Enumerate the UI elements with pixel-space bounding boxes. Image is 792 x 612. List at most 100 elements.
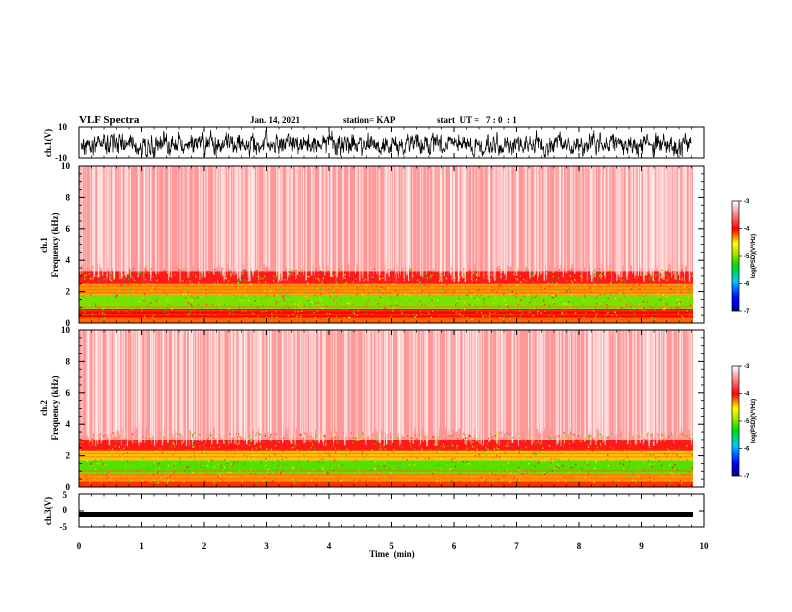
colorbar-segment xyxy=(732,251,739,253)
spectrogram-speckle xyxy=(150,302,152,304)
spectrogram-speckle xyxy=(95,477,98,479)
colorbar-segment xyxy=(732,267,739,269)
spectrogram-streak xyxy=(254,330,256,445)
spectrogram-speckle xyxy=(204,457,206,460)
spectrogram-speckle xyxy=(552,301,554,304)
spectrogram-streak xyxy=(117,166,118,271)
spectrogram-speckle xyxy=(533,470,535,473)
spectrogram-speckle xyxy=(499,316,501,319)
spectrogram-speckle xyxy=(593,481,595,484)
spectrogram-speckle xyxy=(630,305,632,307)
spectrogram-speckle xyxy=(144,271,146,273)
spectrogram-speckle xyxy=(394,289,397,292)
spectrogram-speckle xyxy=(649,275,652,277)
spectrogram-band xyxy=(79,481,693,487)
spectrogram-speckle xyxy=(599,294,601,296)
spectrogram-speckle xyxy=(655,276,657,278)
spectrogram-speckle xyxy=(460,438,462,441)
spectrogram-speckle xyxy=(446,289,449,292)
spectrogram-speckle xyxy=(468,435,471,438)
spectrogram-speckle xyxy=(463,432,465,435)
spectrogram-streak xyxy=(477,166,478,277)
spectrogram-speckle xyxy=(254,469,256,472)
spectrogram-speckle xyxy=(639,283,641,286)
spectrogram-speckle xyxy=(276,460,278,462)
ytick-label: 2 xyxy=(66,451,71,461)
spectrogram-speckle xyxy=(669,464,671,467)
spectrogram-speckle xyxy=(307,454,309,457)
spectrogram-speckle xyxy=(255,434,257,437)
spectrogram-speckle xyxy=(445,277,447,280)
spectrogram-streak xyxy=(425,330,427,442)
spectrogram-speckle xyxy=(307,299,309,302)
colorbar-segment xyxy=(732,249,739,251)
spectrogram-speckle xyxy=(402,457,404,459)
spectrogram-streak xyxy=(502,166,504,270)
spectrogram-speckle xyxy=(288,457,290,460)
spectrogram-streak xyxy=(598,330,600,431)
spectrogram-speckle xyxy=(294,311,296,313)
spectrogram-streak xyxy=(634,166,636,275)
colorbar-segment xyxy=(732,371,739,373)
spectrogram-speckle xyxy=(345,480,348,483)
spectrogram-speckle xyxy=(150,268,153,271)
spectrogram-speckle xyxy=(508,444,510,447)
ytick-label: 8 xyxy=(66,192,71,202)
spectrogram-streak xyxy=(110,330,112,433)
spectrogram-speckle xyxy=(135,440,137,443)
spectrogram-speckle xyxy=(619,316,621,318)
spectrogram-speckle xyxy=(499,284,501,286)
spectrogram-speckle xyxy=(409,299,411,301)
spectrogram-speckle xyxy=(252,312,254,315)
spectrogram-speckle xyxy=(421,290,423,293)
spectrogram-speckle xyxy=(644,467,646,470)
spectrogram-speckle xyxy=(523,479,526,481)
spectrogram-speckle xyxy=(377,474,379,477)
spectrogram-speckle xyxy=(369,461,371,463)
spectrogram-speckle xyxy=(551,460,553,463)
spectrogram-speckle xyxy=(541,478,544,481)
colorbar-segment xyxy=(732,437,739,439)
spectrogram-streak xyxy=(164,166,165,272)
spectrogram-streak xyxy=(370,166,372,272)
spectrogram-speckle xyxy=(333,308,335,311)
spectrogram-speckle xyxy=(315,440,317,443)
spectrogram-speckle xyxy=(317,273,319,276)
spectrogram-speckle xyxy=(291,446,293,449)
spectrogram-speckle xyxy=(331,437,333,440)
spectrogram-speckle xyxy=(374,468,376,470)
spectrogram-speckle xyxy=(234,444,236,447)
colorbar-segment xyxy=(732,449,739,451)
spectrogram-speckle xyxy=(666,287,668,289)
ytick-label: 4 xyxy=(66,419,71,429)
spectrogram-speckle xyxy=(277,282,279,285)
spectrogram-speckle xyxy=(419,310,422,313)
spectrogram-speckle xyxy=(646,317,648,320)
spectrogram-speckle xyxy=(293,308,296,311)
spectrogram-streak xyxy=(100,330,102,444)
spectrogram-speckle xyxy=(85,297,87,300)
spectrogram-speckle xyxy=(517,433,519,435)
spectrogram-streak xyxy=(389,166,390,278)
colorbar-segment xyxy=(732,208,739,210)
spectrogram-streak xyxy=(151,330,154,437)
spectrogram-speckle xyxy=(125,310,127,313)
spectrogram-streak xyxy=(403,166,405,281)
spectrogram-speckle xyxy=(605,293,607,296)
colorbar-tick-label: -5 xyxy=(744,419,750,425)
spectrogram-streak xyxy=(179,166,181,283)
spectrogram-speckle xyxy=(178,292,180,295)
ytick-label: 6 xyxy=(66,224,71,234)
spectrogram-speckle xyxy=(456,451,458,454)
spectrogram-speckle xyxy=(450,459,452,462)
spectrogram-streak xyxy=(392,166,394,270)
spectrogram-speckle xyxy=(650,284,653,286)
spectrogram-band xyxy=(79,317,693,323)
spectrogram-speckle xyxy=(371,276,373,278)
spectrogram-speckle xyxy=(419,284,421,287)
spectrogram-speckle xyxy=(477,296,479,298)
spectrogram-speckle xyxy=(550,457,552,460)
spectrogram-speckle xyxy=(91,462,93,465)
spectrogram-speckle xyxy=(425,473,427,476)
spectrogram-speckle xyxy=(578,470,581,473)
